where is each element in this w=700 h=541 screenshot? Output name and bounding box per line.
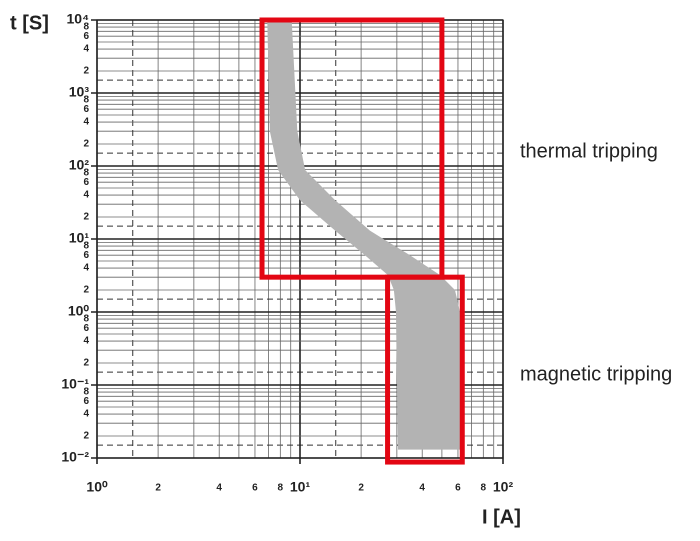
x-tick-label: 6 [252,483,258,494]
x-tick-label: 6 [455,483,461,494]
y-tick-label: 6 [83,323,89,334]
y-tick-label: 8 [83,387,89,398]
y-tick-label: 2 [83,431,89,442]
x-tick-label: 10² [493,479,514,495]
y-tick-label: 8 [83,22,89,33]
y-tick-label: 10³ [69,84,90,100]
x-tick-label: 2 [155,483,161,494]
y-tick-label: 2 [83,285,89,296]
y-tick-label: 4 [83,44,89,55]
y-tick-label: 10² [69,157,90,173]
x-tick-label: 10¹ [290,479,311,495]
tripping-band [267,20,460,450]
y-tick-label: 6 [83,177,89,188]
x-tick-label: 4 [419,483,425,494]
x-axis-label: I [A] [482,506,521,528]
x-tick-label: 10⁰ [86,479,108,495]
y-tick-label: 4 [83,409,89,420]
y-tick-label: 8 [83,168,89,179]
y-tick-label: 2 [83,66,89,77]
y-tick-label: 10⁻¹ [61,376,89,392]
y-tick-label: 4 [83,336,89,347]
y-tick-label: 4 [83,117,89,128]
y-tick-label: 4 [83,263,89,274]
x-tick-label: 4 [216,483,222,494]
y-tick-label: 6 [83,250,89,261]
y-tick-label: 8 [83,241,89,252]
x-tick-label: 8 [278,483,284,494]
y-tick-label: 8 [83,314,89,325]
region-label: thermal tripping [520,140,658,162]
y-tick-label: 10⁰ [68,303,90,319]
y-tick-label: 8 [83,95,89,106]
y-tick-label: 2 [83,212,89,223]
x-tick-label: 8 [481,483,487,494]
region-box [259,17,445,280]
y-tick-label: 6 [83,396,89,407]
y-tick-label: 10⁻² [61,449,89,465]
y-tick-label: 6 [83,31,89,42]
y-tick-label: 10⁴ [67,11,90,27]
y-tick-label: 4 [83,190,89,201]
x-tick-label: 2 [358,483,364,494]
region-box [385,274,465,465]
y-tick-label: 2 [83,358,89,369]
y-tick-label: 6 [83,104,89,115]
y-tick-label: 10¹ [69,230,90,246]
y-tick-label: 2 [83,139,89,150]
y-axis-label: t [S] [10,12,49,34]
region-label: magnetic tripping [520,363,672,385]
